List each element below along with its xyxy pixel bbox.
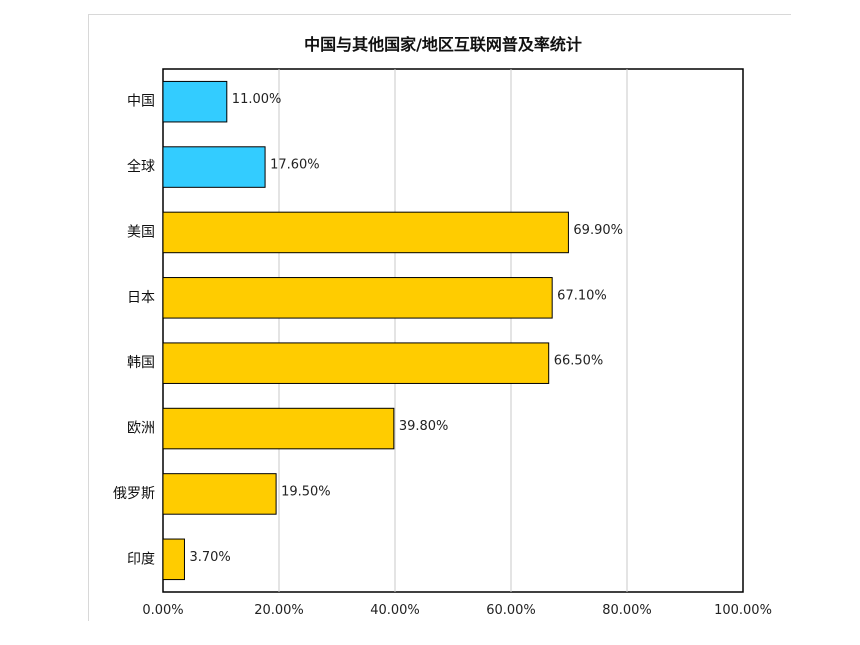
category-label-4: 韩国	[127, 355, 155, 371]
data-label-4: 66.50%	[554, 354, 604, 369]
category-label-6: 俄罗斯	[113, 486, 155, 502]
x-tick-label-0: 0.00%	[142, 603, 183, 618]
x-tick-label-3: 60.00%	[486, 603, 536, 618]
data-label-3: 67.10%	[557, 288, 607, 303]
x-tick-label-2: 40.00%	[370, 603, 420, 618]
category-label-3: 日本	[127, 290, 155, 306]
data-label-5: 39.80%	[399, 419, 449, 434]
data-label-6: 19.50%	[281, 484, 331, 499]
data-label-7: 3.70%	[189, 550, 230, 565]
category-label-7: 印度	[127, 551, 155, 567]
bars: 11.00% 17.60% 69.90% 67.10% 66.50% 39.80% 19.5…	[162, 80, 623, 581]
data-label-1: 17.60%	[270, 158, 320, 173]
x-tick-label-5: 100.00%	[714, 603, 772, 618]
bar-2	[162, 211, 569, 254]
category-label-5: 欧洲	[127, 421, 155, 437]
bar-6	[162, 473, 277, 515]
chart-title: 中国与其他国家/地区互联网普及率统计	[304, 35, 582, 54]
data-label-2: 69.90%	[573, 223, 623, 238]
x-axis-ticks: 0.00% 20.00% 40.00% 60.00% 80.00% 100.00%	[142, 603, 772, 618]
bar-5	[162, 407, 395, 450]
category-label-0: 中国	[127, 94, 155, 110]
bar-3	[162, 277, 553, 319]
x-tick-label-1: 20.00%	[254, 603, 304, 618]
category-label-2: 美国	[127, 224, 155, 240]
bar-0	[162, 80, 228, 123]
data-label-0: 11.00%	[232, 92, 282, 107]
bar-1	[162, 146, 266, 188]
bar-4	[162, 342, 550, 384]
bar-7	[162, 538, 185, 581]
x-tick-label-4: 80.00%	[602, 603, 652, 618]
category-label-1: 全球	[127, 158, 155, 175]
chart-frame	[88, 14, 791, 621]
gridlines	[278, 69, 628, 592]
